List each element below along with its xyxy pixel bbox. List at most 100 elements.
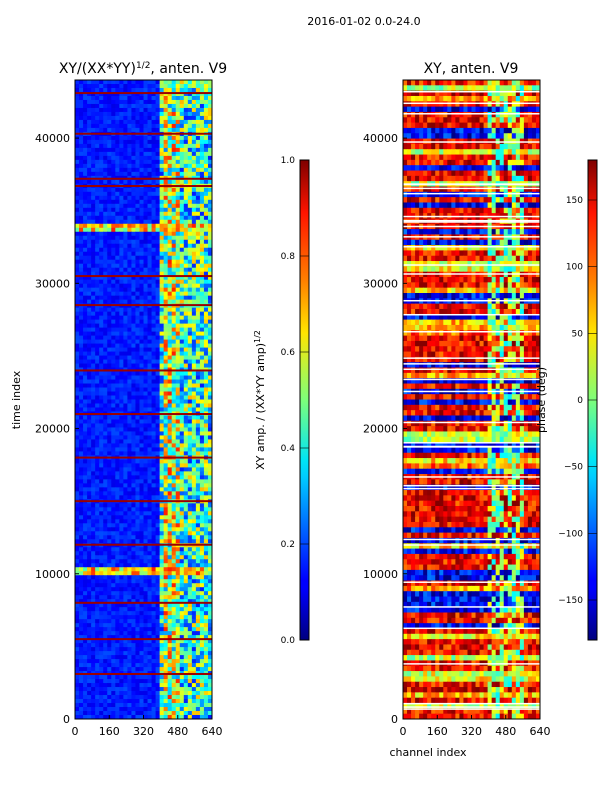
heatmap-cell bbox=[207, 327, 212, 333]
heatmap-cell bbox=[123, 387, 128, 393]
heatmap-cell bbox=[107, 171, 112, 177]
heatmap-cell bbox=[99, 203, 104, 209]
heatmap-cell bbox=[91, 551, 96, 556]
heatmap-cell bbox=[139, 219, 145, 225]
heatmap-cell bbox=[103, 579, 108, 584]
heatmap-cell bbox=[75, 359, 80, 365]
heatmap-cell bbox=[159, 259, 165, 265]
heatmap-cell bbox=[151, 111, 157, 117]
heatmap-cell bbox=[207, 631, 212, 636]
heatmap-cell bbox=[171, 567, 177, 572]
heatmap-cell bbox=[151, 527, 157, 532]
heatmap-cell bbox=[139, 331, 145, 337]
heatmap-cell bbox=[75, 595, 80, 600]
heatmap-cell bbox=[171, 135, 177, 141]
heatmap-cell bbox=[95, 99, 100, 105]
heatmap-cell bbox=[79, 355, 84, 361]
heatmap-cell bbox=[99, 235, 104, 241]
heatmap-cell bbox=[103, 171, 108, 177]
heatmap-cell bbox=[147, 311, 153, 317]
heatmap-cell bbox=[99, 99, 104, 105]
heatmap-cell bbox=[95, 187, 100, 193]
heatmap-cell bbox=[95, 531, 100, 536]
heatmap-cell bbox=[195, 115, 201, 121]
heatmap-cell bbox=[127, 91, 133, 97]
heatmap-cell bbox=[139, 379, 145, 385]
heatmap-cell bbox=[111, 463, 116, 468]
heatmap-cell bbox=[199, 539, 205, 544]
heatmap-cell bbox=[135, 419, 141, 425]
heatmap-cell bbox=[143, 655, 149, 660]
heatmap-cell bbox=[155, 283, 161, 289]
heatmap-cell bbox=[123, 167, 128, 173]
heatmap-cell bbox=[159, 187, 165, 193]
heatmap-cell bbox=[135, 375, 141, 381]
heatmap-cell bbox=[183, 347, 189, 353]
heatmap-cell bbox=[75, 339, 80, 345]
heatmap-cell bbox=[159, 407, 165, 413]
heatmap-cell bbox=[163, 435, 169, 441]
heatmap-cell bbox=[207, 227, 212, 233]
heatmap-cell bbox=[103, 339, 108, 345]
heatmap-cell bbox=[123, 443, 128, 449]
heatmap-cell bbox=[107, 587, 112, 592]
heatmap-cell bbox=[95, 451, 100, 457]
heatmap-cell bbox=[111, 451, 116, 457]
heatmap-cell bbox=[195, 307, 201, 313]
heatmap-cell bbox=[207, 359, 212, 365]
heatmap-cell bbox=[127, 251, 133, 257]
heatmap-cell bbox=[151, 503, 157, 508]
heatmap-cell bbox=[203, 191, 209, 197]
heatmap-cell bbox=[187, 579, 193, 584]
heatmap-cell bbox=[119, 495, 124, 500]
heatmap-cell bbox=[139, 243, 145, 249]
heatmap-cell bbox=[91, 539, 96, 544]
heatmap-cell bbox=[147, 155, 153, 161]
heatmap-cell bbox=[107, 479, 112, 484]
heatmap-cell bbox=[191, 279, 197, 285]
heatmap-cell bbox=[79, 171, 84, 177]
heatmap-cell bbox=[191, 467, 197, 472]
heatmap-cell bbox=[99, 195, 104, 201]
heatmap-cell bbox=[159, 507, 165, 512]
heatmap-cell bbox=[115, 315, 120, 321]
heatmap-cell bbox=[95, 443, 100, 449]
heatmap-cell bbox=[147, 399, 153, 405]
heatmap-cell bbox=[83, 431, 88, 437]
heatmap-cell bbox=[87, 431, 92, 437]
heatmap-cell bbox=[119, 619, 124, 624]
heatmap-cell bbox=[91, 263, 96, 269]
heatmap-cell bbox=[79, 583, 84, 588]
heatmap-cell bbox=[159, 83, 165, 89]
heatmap-cell bbox=[131, 495, 137, 500]
heatmap-cell bbox=[83, 479, 88, 484]
heatmap-cell bbox=[83, 503, 88, 508]
heatmap-cell bbox=[151, 275, 157, 281]
heatmap-cell bbox=[139, 159, 145, 165]
heatmap-cell bbox=[95, 467, 100, 472]
heatmap-cell bbox=[79, 571, 84, 576]
heatmap-cell bbox=[83, 471, 88, 476]
heatmap-cell bbox=[107, 383, 112, 389]
heatmap-cell bbox=[95, 311, 100, 317]
heatmap-cell bbox=[183, 143, 189, 149]
heatmap-cell bbox=[191, 235, 197, 241]
heatmap-cell bbox=[83, 659, 88, 664]
heatmap-cell bbox=[199, 395, 205, 401]
heatmap-cell bbox=[155, 523, 161, 528]
heatmap-cell bbox=[187, 155, 193, 161]
heatmap-cell bbox=[203, 527, 209, 532]
heatmap-cell bbox=[187, 143, 193, 149]
heatmap-cell bbox=[111, 299, 116, 305]
heatmap-cell bbox=[155, 487, 161, 492]
heatmap-cell bbox=[163, 539, 169, 544]
heatmap-cell bbox=[175, 151, 181, 157]
heatmap-cell bbox=[207, 91, 212, 97]
heatmap-cell bbox=[171, 463, 177, 468]
heatmap-cell bbox=[151, 171, 157, 177]
heatmap-cell bbox=[191, 635, 197, 640]
heatmap-cell bbox=[183, 271, 189, 277]
heatmap-cell bbox=[107, 447, 112, 453]
heatmap-cell bbox=[187, 319, 193, 325]
heatmap-cell bbox=[199, 527, 205, 532]
